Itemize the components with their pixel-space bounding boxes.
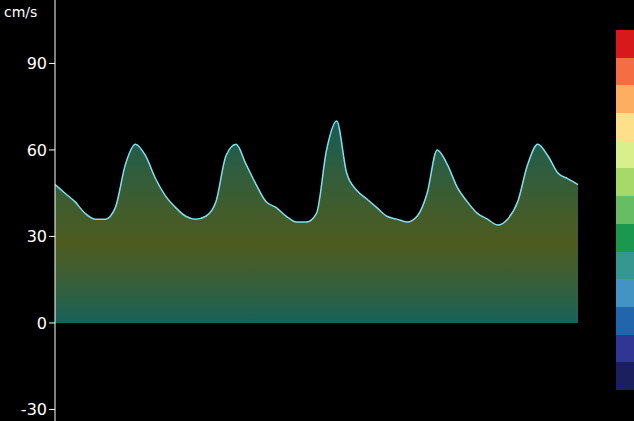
html-text:cm/s: cm/s [4, 4, 38, 20]
svg-text:0: 0 [37, 314, 47, 333]
svg-text:90: 90 [27, 54, 47, 73]
svg-text:30: 30 [27, 227, 47, 246]
svg-text:60: 60 [27, 141, 47, 160]
svg-text:-30: -30 [21, 400, 47, 419]
